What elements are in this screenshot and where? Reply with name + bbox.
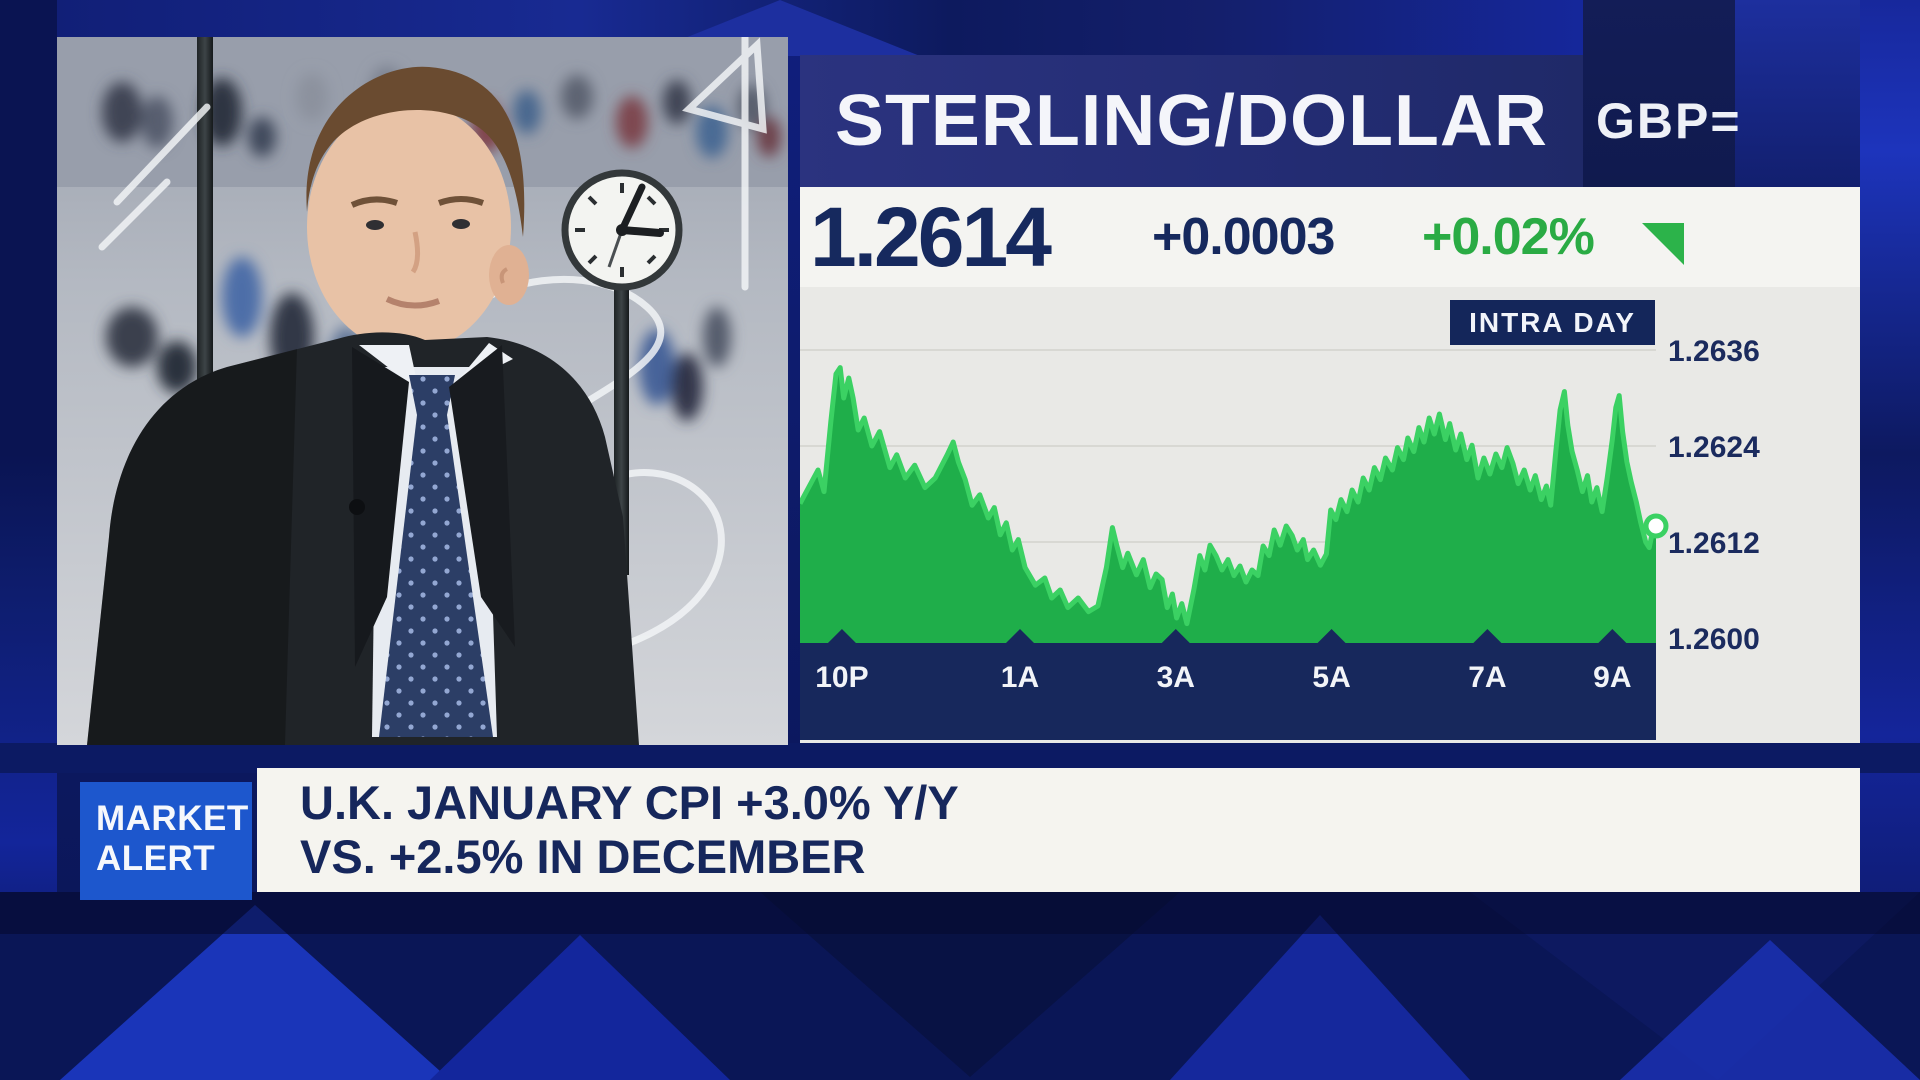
lapel-mic-icon (349, 499, 365, 515)
background-shape (1735, 0, 1860, 188)
axis-tick-triangle (1317, 629, 1346, 643)
axis-tick-triangle (1473, 629, 1502, 643)
ticker-symbol: GBP= (1596, 93, 1742, 149)
axis-tick-triangle (1161, 629, 1190, 643)
y-axis-label: 1.2636 (1668, 335, 1760, 368)
percent-change: +0.02% (1422, 208, 1595, 266)
intraday-chart: 10P 1A 3A 5A 7A 9A 1.2636 1.2624 1.2612 1.2600 IN… (800, 287, 1860, 743)
net-change: +0.0003 (1152, 208, 1335, 266)
video-scene (57, 37, 788, 745)
headline-line2: VS. +2.5% IN DECEMBER (300, 830, 866, 883)
suit-lapel (352, 347, 409, 667)
video-panel (57, 37, 788, 745)
y-axis-label: 1.2624 (1668, 431, 1760, 464)
x-axis-label: 3A (1157, 661, 1195, 694)
chart-canvas: 10P 1A 3A 5A 7A 9A 1.2636 1.2624 1.2612 1.2600 (800, 287, 1860, 743)
x-axis-label: 7A (1468, 661, 1506, 694)
alert-badge-line1: MARKET (96, 799, 249, 838)
axis-tick-triangle (1598, 629, 1627, 643)
headline-line1: U.K. JANUARY CPI +3.0% Y/Y (300, 776, 959, 829)
last-price-marker (1643, 513, 1669, 539)
suit-lapel (449, 345, 515, 647)
market-alert-badge: MARKET ALERT (80, 782, 252, 900)
background-shape (1583, 0, 1735, 188)
quote-title-bar: STERLING/DOLLAR (800, 55, 1583, 187)
axis-tick-triangle (1005, 629, 1034, 643)
quote-price-row: 1.2614 +0.0003 +0.02% (800, 187, 1860, 287)
x-axis-label: 5A (1312, 661, 1350, 694)
x-axis-label: 1A (1001, 661, 1039, 694)
chart-period-badge: INTRA DAY (1450, 300, 1655, 345)
presenter-hair (306, 66, 525, 237)
headline-banner: U.K. JANUARY CPI +3.0% Y/Y VS. +2.5% IN … (257, 768, 1860, 892)
y-axis-label: 1.2612 (1668, 527, 1760, 560)
price-line (800, 365, 1659, 627)
change-direction-triangle-icon (1642, 223, 1684, 265)
background-shape (0, 892, 1920, 934)
x-axis-bar (800, 643, 1656, 740)
price-area-fill (800, 367, 1656, 643)
pair-title: STERLING/DOLLAR (835, 81, 1548, 161)
presenter (87, 66, 639, 745)
presenter-tie (379, 415, 493, 737)
x-axis-label: 9A (1593, 661, 1631, 694)
y-axis-label: 1.2600 (1668, 623, 1760, 656)
alert-badge-line2: ALERT (96, 839, 216, 878)
presenter-ear (489, 245, 529, 305)
presenter-face (307, 102, 511, 352)
last-price: 1.2614 (810, 190, 1052, 284)
axis-tick-triangle (827, 629, 856, 643)
x-axis-label: 10P (815, 661, 868, 694)
presenter-tie-knot (409, 375, 455, 415)
